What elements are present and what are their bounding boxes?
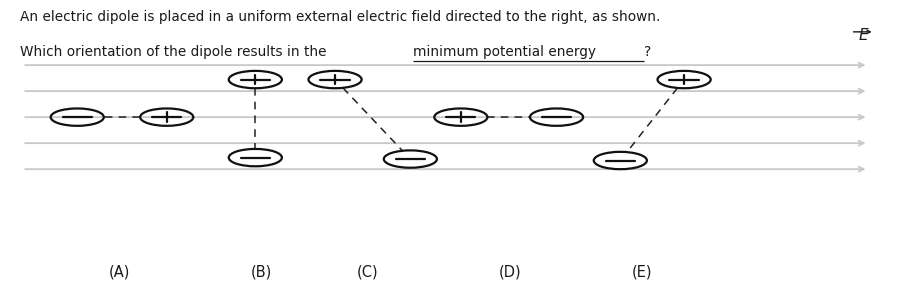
Text: (C): (C) bbox=[357, 264, 378, 279]
Text: (B): (B) bbox=[251, 264, 272, 279]
Text: An electric dipole is placed in a uniform external electric field directed to th: An electric dipole is placed in a unifor… bbox=[20, 10, 659, 24]
Text: (D): (D) bbox=[498, 264, 520, 279]
Text: (E): (E) bbox=[631, 264, 652, 279]
Text: (A): (A) bbox=[109, 264, 130, 279]
Text: $E$: $E$ bbox=[857, 27, 869, 42]
Text: minimum potential energy: minimum potential energy bbox=[413, 45, 595, 59]
Text: ?: ? bbox=[644, 45, 651, 59]
Text: Which orientation of the dipole results in the: Which orientation of the dipole results … bbox=[20, 45, 330, 59]
